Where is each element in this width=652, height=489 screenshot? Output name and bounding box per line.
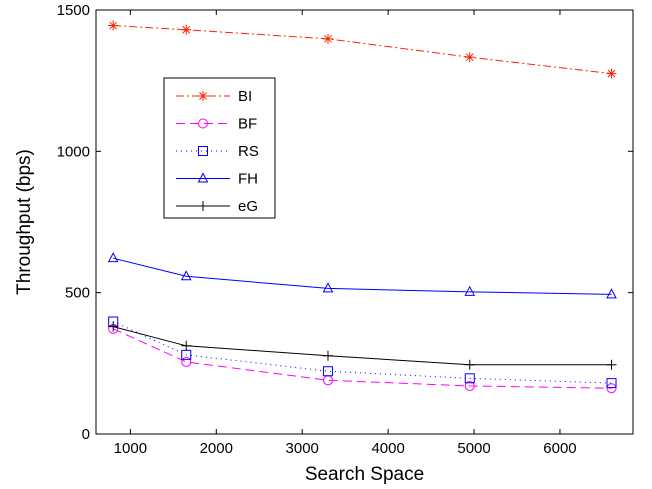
- x-tick-label: 1000: [114, 440, 147, 457]
- legend-marker-bf: [198, 118, 208, 129]
- series-line-bf: [112, 328, 612, 389]
- x-axis-label: Search Space: [305, 464, 424, 485]
- data-point-eg: [464, 359, 475, 370]
- data-point-eg: [606, 359, 617, 370]
- tick-marks: [96, 9, 633, 435]
- data-point-fh: [107, 252, 119, 263]
- legend-marker-eg: [198, 201, 208, 211]
- legend-label-bf: BF: [238, 116, 257, 133]
- series-line-fh: [113, 257, 612, 295]
- y-tick-label: 1500: [57, 2, 90, 19]
- series-bf: [108, 323, 617, 394]
- legend-marker-bi: [198, 91, 208, 101]
- legend: BI BF RS FH eG: [163, 77, 276, 219]
- legend-label-fh: FH: [238, 171, 258, 188]
- data-point-bi: [181, 24, 192, 35]
- x-tick-label: 2000: [200, 440, 233, 457]
- legend-entry-bf: BF: [176, 116, 257, 133]
- legend-entry-eg: eG: [176, 198, 258, 215]
- legend-label-rs: RS: [238, 143, 259, 160]
- data-point-bi: [464, 52, 475, 63]
- legend-entry-rs: RS: [176, 143, 259, 160]
- x-tick-label: 3000: [286, 440, 319, 457]
- data-point-bi: [606, 68, 617, 79]
- series-eg: [108, 321, 617, 370]
- data-point-eg: [322, 350, 333, 361]
- x-tick-label: 6000: [543, 440, 576, 457]
- plot-area-frame: [95, 9, 634, 435]
- data-point-fh: [180, 270, 192, 281]
- data-point-eg: [181, 340, 192, 351]
- series-fh: [107, 252, 617, 299]
- x-tick-label: 5000: [457, 440, 490, 457]
- y-axis-label: Throughput (bps): [14, 149, 35, 295]
- series-layer: [107, 20, 617, 394]
- y-tick-label: 500: [65, 285, 90, 302]
- data-point-bi: [322, 33, 333, 44]
- series-rs: [108, 316, 617, 389]
- data-point-bf: [606, 383, 617, 394]
- legend-label-eg: eG: [238, 198, 258, 215]
- series-line-bi: [113, 25, 612, 75]
- data-point-fh: [606, 288, 617, 299]
- data-point-bi: [108, 20, 119, 31]
- data-point-rs: [606, 378, 617, 389]
- data-point-fh: [322, 282, 334, 293]
- legend-entry-fh: FH: [176, 171, 258, 188]
- series-bi: [108, 20, 617, 79]
- data-point-bf: [181, 356, 192, 367]
- legend-marker-fh: [197, 172, 209, 183]
- legend-entry-bi: BI: [176, 88, 252, 105]
- x-tick-label: 4000: [371, 440, 404, 457]
- legend-marker-rs: [198, 146, 208, 156]
- data-point-bf: [464, 380, 475, 391]
- data-point-eg: [108, 321, 119, 332]
- y-tick-label: 1000: [57, 143, 90, 160]
- data-point-rs: [464, 373, 475, 384]
- series-line-rs: [112, 321, 612, 384]
- data-point-fh: [464, 285, 476, 296]
- legend-label-bi: BI: [238, 88, 252, 105]
- y-tick-label: 0: [82, 426, 90, 443]
- legend-box: [163, 77, 276, 219]
- data-point-rs: [322, 366, 333, 377]
